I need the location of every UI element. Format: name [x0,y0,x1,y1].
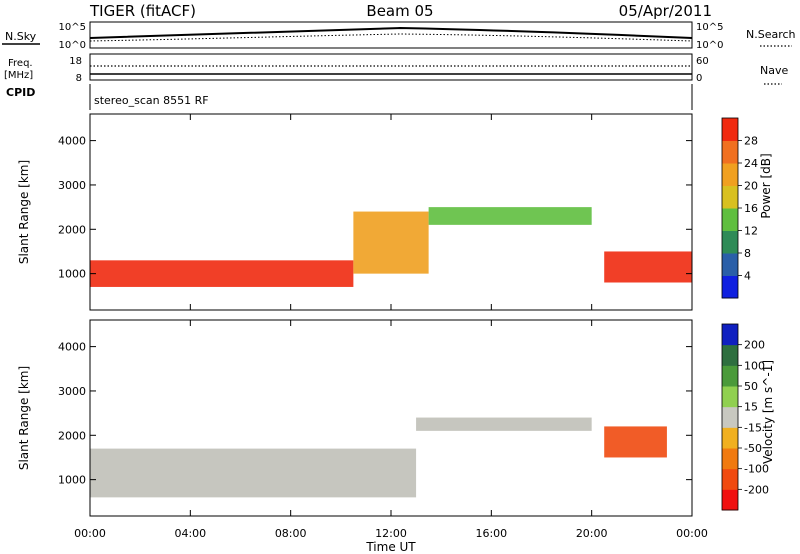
scatter-region-3 [604,251,692,283]
colorbar-swatch [722,489,738,511]
velocity-ylabel: Slant Range [km] [17,366,31,470]
colorbar-tick-label: 4 [744,270,751,283]
colorbar-swatch [722,185,738,209]
freq-panel: Freq. [MHz] 18 8 60 0 Nave [4,53,788,85]
nsky-panel: N.Sky 10^5 10^0 10^5 10^0 N.Search [2,21,796,51]
date-title: 05/Apr/2011 [619,2,712,20]
radar-title: TIGER (fitACF) [89,2,196,20]
nsky-frame [89,21,693,49]
colorbar-swatch [722,406,738,428]
x-tick-label: 00:00 [74,527,106,540]
x-tick-label: 08:00 [275,527,307,540]
x-tick-label: 04:00 [174,527,206,540]
colorbar-swatch [722,324,738,346]
colorbar-tick-label: 15 [744,401,758,414]
colorbar-tick-label: -200 [744,483,769,496]
power-data [90,207,692,287]
freq-tick-bottom: 8 [76,73,82,84]
colorbar-tick-label: -100 [744,463,769,476]
power-colorbar-label: Power [dB] [759,153,773,218]
colorbar-tick-label: 100 [744,359,765,372]
colorbar-tick-label: 20 [744,180,758,193]
scatter-region-1 [416,417,592,431]
time-axis-label: Time UT [365,540,416,554]
y-tick-label: 1000 [58,474,86,487]
cpid-value: stereo_scan 8551 RF [94,94,209,107]
colorbar-swatch [722,448,738,470]
colorbar-tick-label: 16 [744,202,758,215]
nsearch-tick-top: 10^5 [696,22,723,33]
colorbar-swatch [722,365,738,387]
y-tick-label: 4000 [58,341,86,354]
colorbar-tick-label: -15 [744,421,762,434]
scatter-region-0 [90,260,354,287]
nave-tick-top: 60 [696,56,709,67]
cpid-label: CPID [6,86,35,99]
colorbar-swatch [722,230,738,254]
colorbar-swatch [722,118,738,141]
colorbar-swatch [722,344,738,366]
power-panel: 1000 2000 3000 4000 Slant Range [km] 4 8 12 16… [17,113,773,311]
y-tick-label: 2000 [58,223,86,236]
y-tick-label: 3000 [58,179,86,192]
y-tick-label: 3000 [58,385,86,398]
power-axes: 1000 2000 3000 4000 [58,114,693,310]
x-tick-label: 12:00 [375,527,407,540]
colorbar-swatch [722,253,738,276]
scatter-region-0 [90,448,417,498]
colorbar-swatch [722,140,738,164]
scatter-region-2 [428,207,592,225]
velocity-data [90,417,667,498]
colorbar-tick-label: 200 [744,339,765,352]
y-tick-label: 2000 [58,429,86,442]
colorbar-swatch [722,468,738,490]
y-tick-label: 1000 [58,268,86,281]
colorbar-swatch [722,427,738,449]
velocity-colorbar-label: Velocity [m s^-1] [761,360,775,464]
y-tick-label: 4000 [58,135,86,148]
freq-tick-top: 18 [69,56,82,67]
nave-label: Nave [760,64,788,77]
colorbar-swatch [722,163,738,186]
colorbar-tick-label: 8 [744,247,751,260]
colorbar-swatch [722,386,738,408]
colorbar-frame [721,323,739,511]
freq-label: Freq. [8,58,33,69]
velocity-axes: 1000 2000 3000 4000 [58,320,693,516]
colorbar-swatch [722,275,738,299]
nsky-tick-top: 10^5 [59,22,86,33]
x-tick-label: 00:00 [676,527,708,540]
nsearch-label: N.Search [746,28,796,41]
scatter-region-1 [353,211,429,274]
scatter-region-2 [604,426,667,458]
cpid-panel: CPID stereo_scan 8551 RF [6,84,693,110]
nsky-tick-bottom: 10^0 [59,40,86,51]
colorbar-tick-label: 24 [744,157,758,170]
time-axis: 00:00 04:00 08:00 12:00 16:00 20:00 00:00 [74,527,708,540]
nsearch-tick-bottom: 10^0 [696,40,723,51]
power-colorbar: 4 8 12 16 20 24 28 [721,117,758,299]
colorbar-tick-label: -50 [744,442,762,455]
colorbar-tick-label: 12 [744,225,758,238]
power-ylabel: Slant Range [km] [17,160,31,264]
x-tick-label: 16:00 [475,527,507,540]
colorbar-tick-label: 50 [744,380,758,393]
nsky-curve [89,26,693,39]
velocity-colorbar: 200 100 50 15 -15 -50 -100 -200 [721,323,769,511]
colorbar-swatch [722,208,738,231]
freq-unit: [MHz] [4,70,33,81]
velocity-panel: 1000 2000 3000 4000 Slant Range [km] 200 100… [17,319,775,517]
colorbar-tick-label: 28 [744,135,758,148]
x-tick-label: 20:00 [576,527,608,540]
beam-title: Beam 05 [366,2,433,20]
freq-frame [89,53,693,81]
nave-tick-bottom: 0 [696,73,702,84]
nsky-label: N.Sky [5,30,37,43]
